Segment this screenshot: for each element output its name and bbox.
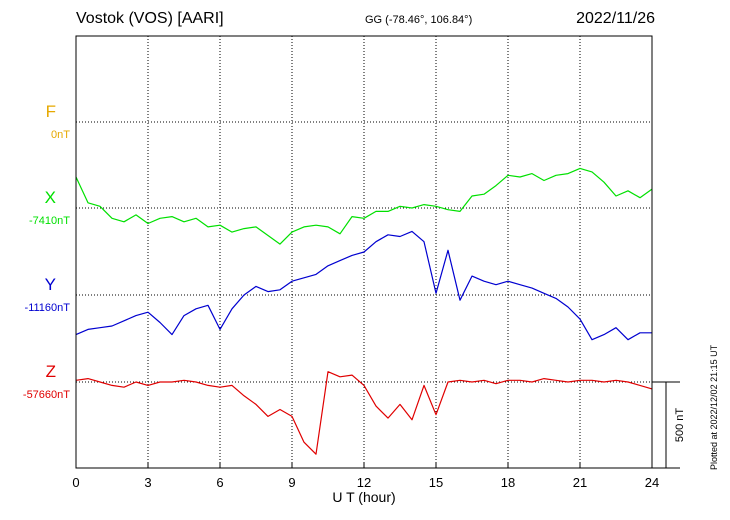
channel-label-x: X bbox=[45, 188, 56, 207]
x-tick-label: 0 bbox=[72, 475, 79, 490]
trace-z bbox=[75, 371, 653, 455]
axis-ticks: 0 3 6 9 12 15 18 21 24 U T (hour) F 0nT X -7410nT Y -11… bbox=[23, 102, 659, 505]
x-tick-label: 18 bbox=[501, 475, 515, 490]
x-tick-label: 15 bbox=[429, 475, 443, 490]
trace-y bbox=[75, 230, 652, 341]
date-label: 2022/11/26 bbox=[576, 10, 655, 27]
x-axis-label: U T (hour) bbox=[332, 489, 395, 505]
x-tick-label: 9 bbox=[288, 475, 295, 490]
baseline-value-f: 0nT bbox=[51, 129, 70, 141]
channel-label-f: F bbox=[46, 102, 56, 121]
baseline-value-z: -57660nT bbox=[23, 389, 70, 401]
baseline-value-x: -7410nT bbox=[29, 215, 70, 227]
x-tick-label: 12 bbox=[357, 475, 371, 490]
trace-x bbox=[75, 167, 653, 245]
scale-bar: 500 nT bbox=[652, 381, 686, 469]
trace-lines bbox=[75, 167, 653, 455]
geographic-coordinates: GG (-78.46°, 106.84°) bbox=[365, 14, 473, 26]
channel-label-y: Y bbox=[45, 275, 56, 294]
x-tick-label: 24 bbox=[645, 475, 659, 490]
channel-label-z: Z bbox=[46, 362, 56, 381]
x-tick-label: 6 bbox=[216, 475, 223, 490]
x-tick-label: 21 bbox=[573, 475, 587, 490]
baseline-value-y: -11160nT bbox=[25, 302, 71, 314]
scale-bar-label: 500 nT bbox=[674, 408, 686, 443]
station-title: Vostok (VOS) [AARI] bbox=[76, 10, 224, 27]
x-tick-label: 3 bbox=[144, 475, 151, 490]
